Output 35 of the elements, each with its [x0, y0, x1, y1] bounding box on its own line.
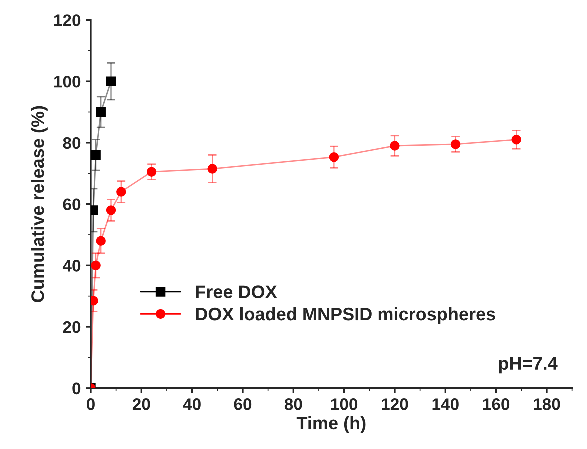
point [390, 141, 400, 151]
x-tick-label: 60 [234, 398, 252, 410]
x-tick-label: 100 [331, 398, 358, 410]
point [106, 76, 116, 86]
y-tick-label: 0 [72, 382, 81, 395]
point [329, 152, 340, 162]
x-tick-label: 160 [483, 398, 510, 410]
x-tick-label: 140 [432, 398, 459, 410]
x-tick-label: 180 [534, 398, 560, 410]
point [96, 236, 106, 246]
y-axis-title: Cumulative release (%) [31, 106, 48, 302]
point [91, 150, 101, 160]
x-tick-label: 0 [87, 398, 95, 410]
annotation: pH=7.4 [499, 357, 558, 374]
point [450, 140, 461, 150]
point [96, 107, 106, 118]
y-tick-label: 80 [63, 137, 81, 150]
legend-label: DOX loaded MNPSID microspheres [196, 307, 496, 324]
x-tick-label: 20 [132, 398, 150, 410]
point [512, 135, 522, 145]
legend-label: Free DOX [196, 286, 278, 298]
x-tick-label: 80 [284, 398, 302, 410]
y-tick-label: 40 [62, 260, 81, 272]
y-tick-label: 20 [63, 321, 81, 334]
point [91, 260, 101, 271]
y-tick-label: 60 [63, 198, 81, 210]
point [208, 164, 218, 174]
y-tick-label: 120 [54, 14, 81, 26]
x-axis-title: Time (h) [296, 416, 366, 434]
point [146, 167, 157, 177]
point [116, 187, 126, 197]
x-tick-label: 40 [183, 398, 201, 410]
y-tick-label: 100 [54, 76, 81, 88]
point [106, 206, 116, 216]
x-tick-label: 120 [382, 398, 408, 410]
